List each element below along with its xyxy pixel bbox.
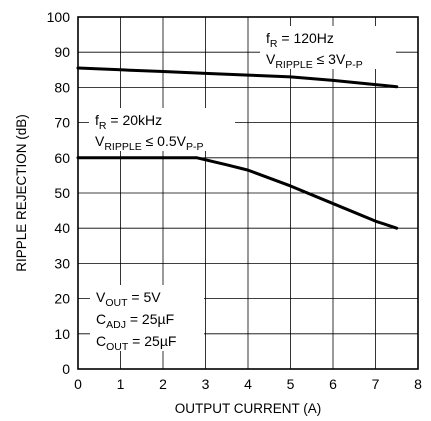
y-tick-label: 20 <box>54 291 70 307</box>
annotation-text: = 5V <box>128 289 162 305</box>
annotation-text: = 25µF <box>128 333 176 349</box>
x-tick-label: 2 <box>159 376 167 392</box>
annotation-subscript: OUT <box>106 341 129 353</box>
annotation-symbol: f <box>266 30 270 46</box>
annotation-box-120hz <box>260 26 396 69</box>
annotation-subscript: P-P <box>345 59 363 71</box>
annotation-a20k: fR = 20kHz <box>95 112 162 132</box>
annotation-cout: COUT = 25µF <box>96 333 176 353</box>
annotation-subscript: RIPPLE <box>275 59 312 71</box>
y-tick-label: 90 <box>54 44 70 60</box>
annotation-subscript: P-P <box>186 141 204 153</box>
y-tick-label: 60 <box>54 150 70 166</box>
series-line-fr-20khz <box>76 156 399 230</box>
annotation-text: = 20kHz <box>106 112 162 128</box>
y-tick-label: 10 <box>54 326 70 342</box>
y-tick-label: 80 <box>54 79 70 95</box>
annotation-symbol: C <box>96 311 106 327</box>
y-tick-label: 0 <box>62 361 70 377</box>
annotation-subscript: RIPPLE <box>104 141 141 153</box>
annotation-backgrounds <box>89 26 396 351</box>
annotation-symbol: V <box>266 51 276 67</box>
x-tick-label: 7 <box>372 376 380 392</box>
y-tick-label: 70 <box>54 115 70 131</box>
annotation-symbol: f <box>95 112 99 128</box>
x-tick-label: 3 <box>202 376 210 392</box>
y-tick-label: 50 <box>54 185 70 201</box>
x-tick-label: 1 <box>117 376 125 392</box>
grid-layer <box>78 17 418 369</box>
annotation-box-20khz <box>89 108 235 151</box>
annotation-box-conditions <box>90 285 204 351</box>
annotation-a120: fR = 120Hz <box>266 30 334 50</box>
annotation-text: = 120Hz <box>277 30 333 46</box>
x-tick-label: 5 <box>287 376 295 392</box>
series-layer <box>76 66 399 230</box>
annotation-subscript: R <box>270 38 278 50</box>
annotation-subscript: ADJ <box>106 319 126 331</box>
annotation-text: ≤ 3V <box>313 51 346 67</box>
y-tick-label: 30 <box>54 255 70 271</box>
annotation-symbol: V <box>95 133 105 149</box>
annotation-cadj: CADJ = 25µF <box>96 311 174 331</box>
y-tick-label: 40 <box>54 220 70 236</box>
annotation-text: = 25µF <box>126 311 174 327</box>
annotation-vout: VOUT = 5V <box>96 289 161 309</box>
plot-frame <box>77 16 419 370</box>
annotation-symbol: V <box>96 289 106 305</box>
annotation-text: ≤ 0.5V <box>142 133 187 149</box>
annotation-symbol: C <box>96 333 106 349</box>
annotation-a20kb: VRIPPLE ≤ 0.5VP-P <box>95 133 203 153</box>
x-axis-title: OUTPUT CURRENT (A) <box>175 401 322 416</box>
y-axis-title: RIPPLE REJECTION (dB) <box>14 114 29 272</box>
annotation-subscript: OUT <box>105 297 128 309</box>
x-tick-label: 0 <box>74 376 82 392</box>
annotation-subscript: R <box>99 120 107 132</box>
x-tick-label: 8 <box>414 376 422 392</box>
x-tick-label: 6 <box>329 376 337 392</box>
x-tick-label: 4 <box>244 376 252 392</box>
series-line-fr-120hz <box>76 66 399 89</box>
annotation-a120b: VRIPPLE ≤ 3VP-P <box>266 51 363 71</box>
y-tick-label: 100 <box>47 9 71 25</box>
